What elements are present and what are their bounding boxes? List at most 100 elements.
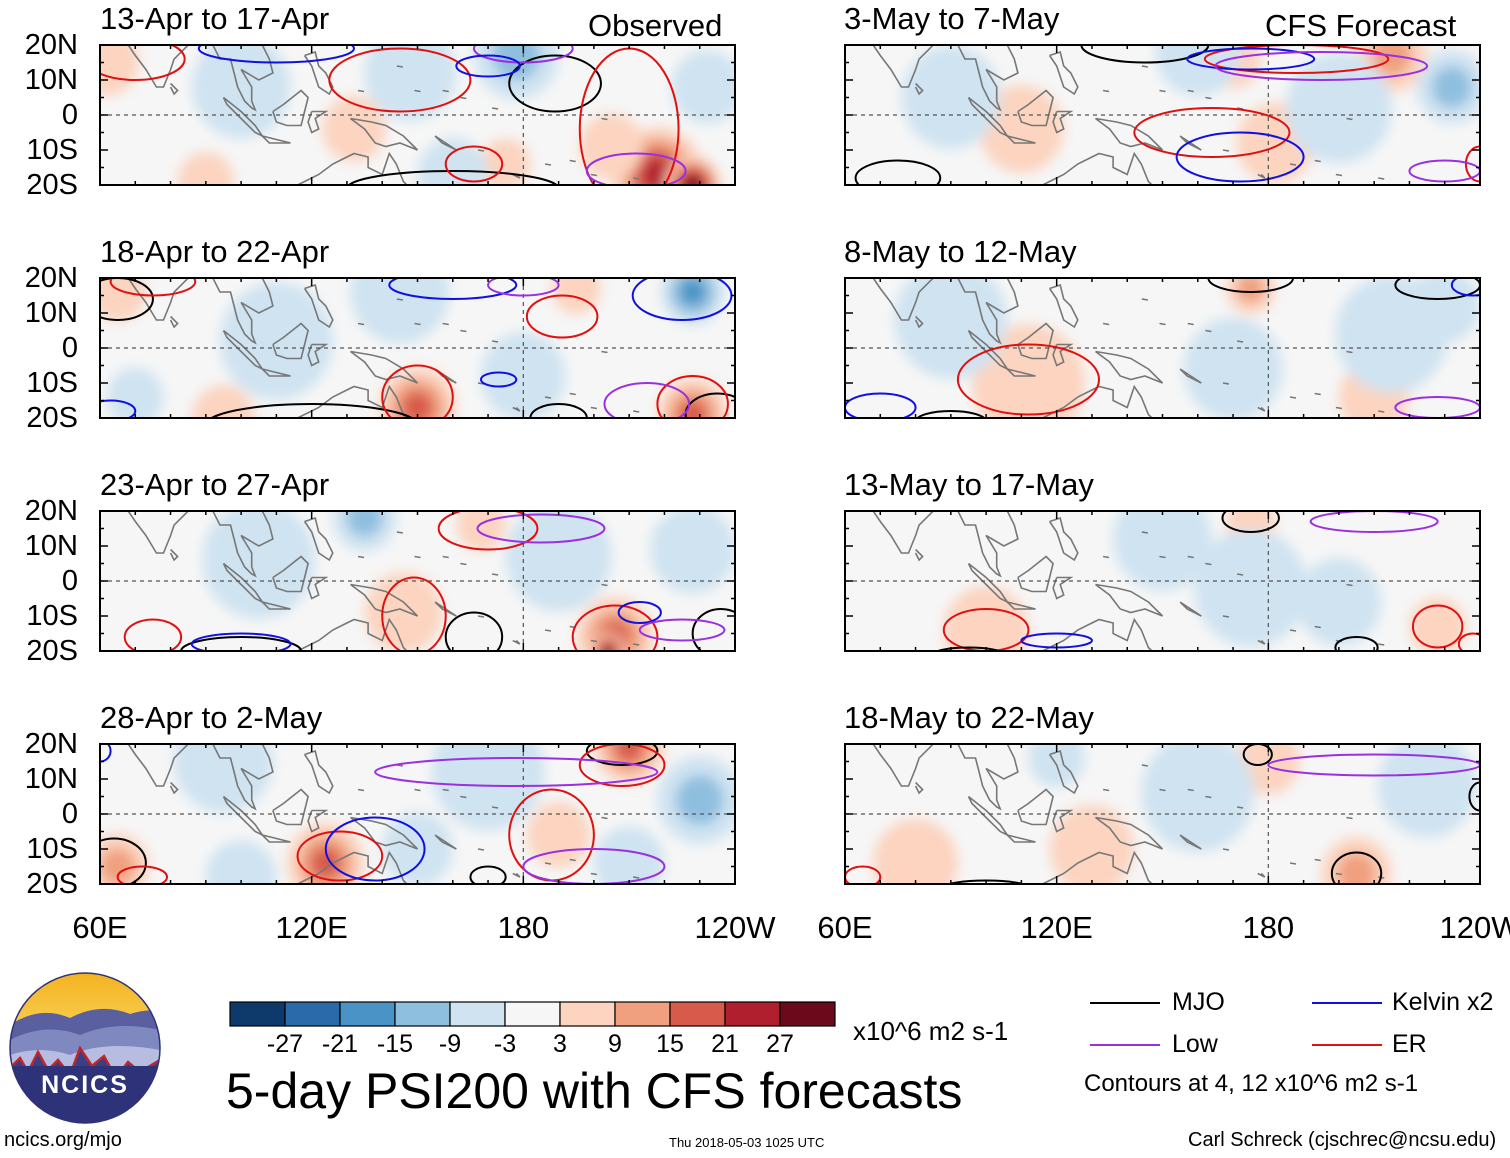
island-7 [544, 862, 552, 865]
coastline-5 [1006, 135, 1036, 144]
coastline-7 [307, 110, 329, 134]
mjo-contour-4 [916, 410, 986, 418]
island-4 [442, 555, 449, 559]
coastline-12 [434, 834, 457, 850]
anomaly-blob-2-level-5 [603, 645, 613, 651]
er-contour-4 [571, 604, 659, 651]
lon-label-60e-left: 60E [72, 910, 128, 945]
low-contour-13 [603, 382, 691, 418]
island-5 [460, 329, 467, 333]
panel-title-1: 13-Apr to 17-Apr [100, 1, 330, 36]
anomaly-blob-7-level-1 [1285, 52, 1392, 164]
er-contour-4 [1203, 45, 1390, 74]
island-5 [1205, 96, 1212, 100]
colorbar-swatch-1 [229, 1001, 286, 1027]
er-contour-1 [956, 343, 1101, 416]
panels-group [99, 44, 1481, 885]
island-8 [569, 159, 576, 163]
island-11 [601, 117, 608, 121]
low-contour-10 [476, 513, 606, 544]
coastline-12 [434, 601, 457, 617]
coastline-4 [222, 562, 265, 605]
island-7 [1289, 163, 1297, 166]
low-contour-8 [472, 45, 574, 64]
mjo-contour-2 [1242, 744, 1273, 766]
coastline-1 [872, 744, 934, 787]
island-6 [491, 107, 499, 110]
mjo-contour-4 [100, 278, 154, 321]
island-12 [477, 149, 485, 152]
lat-label-20n: 20N [24, 262, 78, 294]
coastline-8 [303, 749, 334, 795]
coastline-9 [1095, 350, 1164, 384]
colorbar-tick-6: 3 [553, 1030, 567, 1058]
mjo-contour-2 [1080, 45, 1210, 64]
coastline-7 [307, 576, 329, 600]
island-8 [569, 858, 576, 862]
kelvin-contour-6 [1450, 278, 1480, 297]
mjo-contour-5 [935, 646, 1002, 651]
coastline-8 [303, 516, 334, 562]
island-9 [1335, 173, 1343, 177]
island-5 [1205, 795, 1212, 799]
coastline-8 [303, 283, 334, 329]
kelvin-contour-7 [1186, 47, 1316, 71]
panel-title-7: 13-May to 17-May [844, 467, 1094, 502]
colorbar-tick-10: 27 [766, 1030, 794, 1058]
island-1 [1102, 89, 1110, 93]
island-1 [357, 788, 365, 792]
panel-title-8: 18-May to 22-May [844, 700, 1094, 735]
lat-label-0: 0 [61, 99, 78, 131]
island-10 [633, 643, 640, 646]
coastline-13 [1215, 883, 1217, 884]
coastline-12 [1179, 368, 1202, 384]
colorbar-tick-1: -27 [266, 1030, 304, 1058]
lon-label-60e-right: 60E [817, 910, 873, 945]
island-11 [1346, 117, 1353, 121]
site-link[interactable]: ncics.org/mjo [4, 1129, 122, 1151]
anomaly-blob-1-level-3 [402, 391, 433, 418]
island-3 [414, 89, 421, 93]
legend [1090, 1002, 1382, 1046]
anomaly-blob-12-level-1 [417, 137, 489, 185]
colorbar-units: x10^6 m2 s-1 [853, 1016, 1009, 1046]
er-contour-1 [942, 608, 1030, 651]
coastline-2 [169, 315, 179, 329]
coastline-5 [1006, 601, 1036, 610]
island-2 [396, 531, 403, 534]
shading [100, 278, 728, 418]
coastline-6 [1017, 89, 1054, 127]
island-5 [1205, 562, 1212, 566]
lon-label-120e-left: 120E [275, 910, 348, 945]
island-1 [357, 89, 365, 93]
coastline-2 [914, 548, 924, 562]
ticks [99, 510, 736, 652]
island-3 [1159, 322, 1166, 326]
coastline-4 [222, 795, 265, 838]
island-5 [1205, 329, 1212, 333]
coastline-7 [307, 343, 329, 367]
anomaly-blob-9-level-1 [671, 50, 735, 124]
island-1 [357, 555, 365, 559]
panel-title-5: 3-May to 7-May [844, 1, 1060, 36]
anomaly-blob-5-level-2 [1431, 66, 1472, 108]
coastline-7 [1052, 110, 1074, 134]
er-contour-4 [296, 830, 384, 882]
wave-contours [100, 45, 687, 185]
coastline-4 [967, 562, 1010, 605]
lon-label-120w-left: 120W [694, 910, 776, 945]
island-4 [1187, 89, 1194, 93]
anomaly-blob-3-level-2 [100, 847, 136, 884]
anomaly-blob-2-level-1 [979, 84, 1064, 174]
legend-label-er: ER [1392, 1030, 1427, 1058]
coastline-13 [470, 650, 472, 651]
coastlines [872, 278, 1385, 418]
panel-5 [844, 44, 1481, 186]
coastline-6 [1017, 788, 1054, 826]
ticks [844, 277, 1481, 419]
figure-title: 5-day PSI200 with CFS forecasts [226, 1063, 963, 1119]
er-contour-5 [444, 145, 504, 183]
kelvin-contour-9 [100, 744, 112, 763]
colorbar-swatch-6 [504, 1001, 561, 1027]
coastline-12 [1179, 834, 1202, 850]
